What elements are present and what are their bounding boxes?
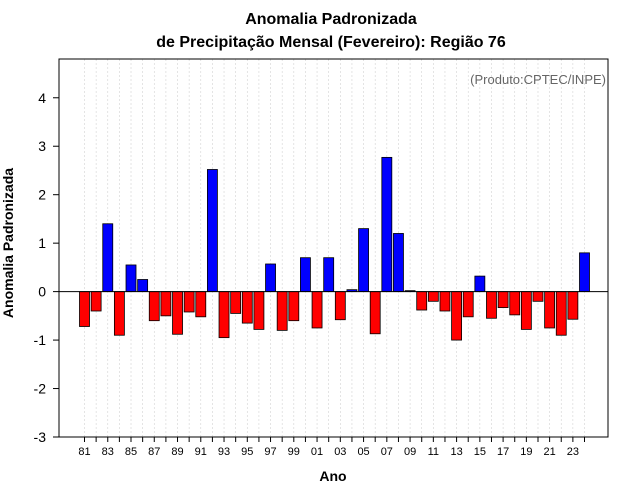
chart-subtitle: de Precipitação Mensal (Fevereiro): Regi… (156, 34, 506, 51)
bar (311, 291, 323, 329)
x-tick-label: 97 (264, 446, 276, 458)
bar (207, 169, 218, 293)
y-tick-label: -2 (34, 381, 47, 397)
bar (381, 156, 393, 293)
x-tick-label: 09 (404, 446, 416, 458)
x-tick-label: 05 (357, 446, 369, 458)
x-tick-label: 87 (148, 446, 160, 458)
bar (497, 291, 509, 309)
y-tick-label: 3 (38, 138, 46, 154)
source-annotation: (Produto:CPTEC/INPE) (470, 72, 606, 87)
bar (300, 257, 311, 293)
y-tick-label: 4 (38, 90, 46, 106)
x-tick-label: 21 (543, 446, 555, 458)
bar (172, 291, 183, 335)
x-tick-label: 07 (381, 446, 393, 458)
x-tick-label: 81 (78, 446, 90, 458)
bar (416, 291, 428, 311)
y-tick-label: 1 (38, 235, 46, 251)
bar (113, 291, 125, 336)
x-tick-label: 95 (241, 446, 253, 458)
bar (532, 291, 544, 302)
y-tick-label: -1 (34, 332, 47, 348)
bar (486, 291, 497, 319)
bar (393, 233, 404, 293)
bar (369, 291, 381, 335)
bar (451, 291, 462, 341)
bar (427, 291, 439, 302)
y-axis: -3 -2 -1 0 1 2 3 4 (34, 90, 59, 445)
y-tick-label: 2 (38, 187, 46, 203)
bar (555, 291, 567, 336)
bar (195, 291, 207, 318)
bar (90, 291, 102, 312)
y-tick-label: -3 (34, 429, 47, 445)
bar (474, 275, 486, 293)
bar (323, 257, 335, 293)
bar (288, 291, 300, 322)
bar (462, 291, 474, 318)
bar (439, 291, 451, 312)
chart-title: Anomalia Padronizada (245, 11, 417, 28)
x-tick-label: 19 (520, 446, 532, 458)
x-axis-label: Ano (319, 468, 346, 484)
x-tick-label: 83 (102, 446, 114, 458)
bar (230, 291, 242, 314)
bar (520, 291, 532, 330)
bar (276, 291, 288, 331)
bar (125, 264, 137, 293)
bar (218, 291, 230, 339)
x-tick-label: 03 (334, 446, 346, 458)
bar (579, 252, 590, 293)
x-tick-label: 13 (450, 446, 462, 458)
bar (137, 279, 149, 293)
vertical-grid (84, 59, 585, 437)
x-tick-label: 01 (311, 446, 323, 458)
plot-frame (58, 58, 609, 438)
bar (544, 291, 556, 329)
x-tick-label: 11 (428, 446, 439, 458)
x-tick-label: 91 (195, 446, 207, 458)
bar (253, 291, 265, 330)
x-tick-label: 93 (218, 446, 230, 458)
x-tick-label: 17 (497, 446, 509, 458)
x-tick-label: 89 (171, 446, 183, 458)
bar (567, 291, 579, 320)
y-tick-label: 0 (38, 284, 46, 300)
bar (102, 223, 114, 293)
x-tick-label: 15 (474, 446, 486, 458)
bar (358, 228, 369, 293)
bar (265, 263, 276, 293)
y-axis-label: Anomalia Padronizada (0, 168, 16, 318)
bar (183, 291, 195, 313)
bar (160, 291, 172, 317)
bars (79, 156, 590, 341)
x-tick-label: 23 (567, 446, 579, 458)
bar (509, 291, 521, 316)
x-tick-label: 85 (125, 446, 137, 458)
x-axis: 81 83 85 87 89 91 93 95 97 99 01 03 05 07 09 11 13 15 17 19… (78, 437, 585, 458)
bar (148, 291, 160, 322)
bar (241, 291, 253, 324)
bar (79, 291, 90, 327)
bar (334, 291, 346, 321)
x-tick-label: 99 (288, 446, 300, 458)
